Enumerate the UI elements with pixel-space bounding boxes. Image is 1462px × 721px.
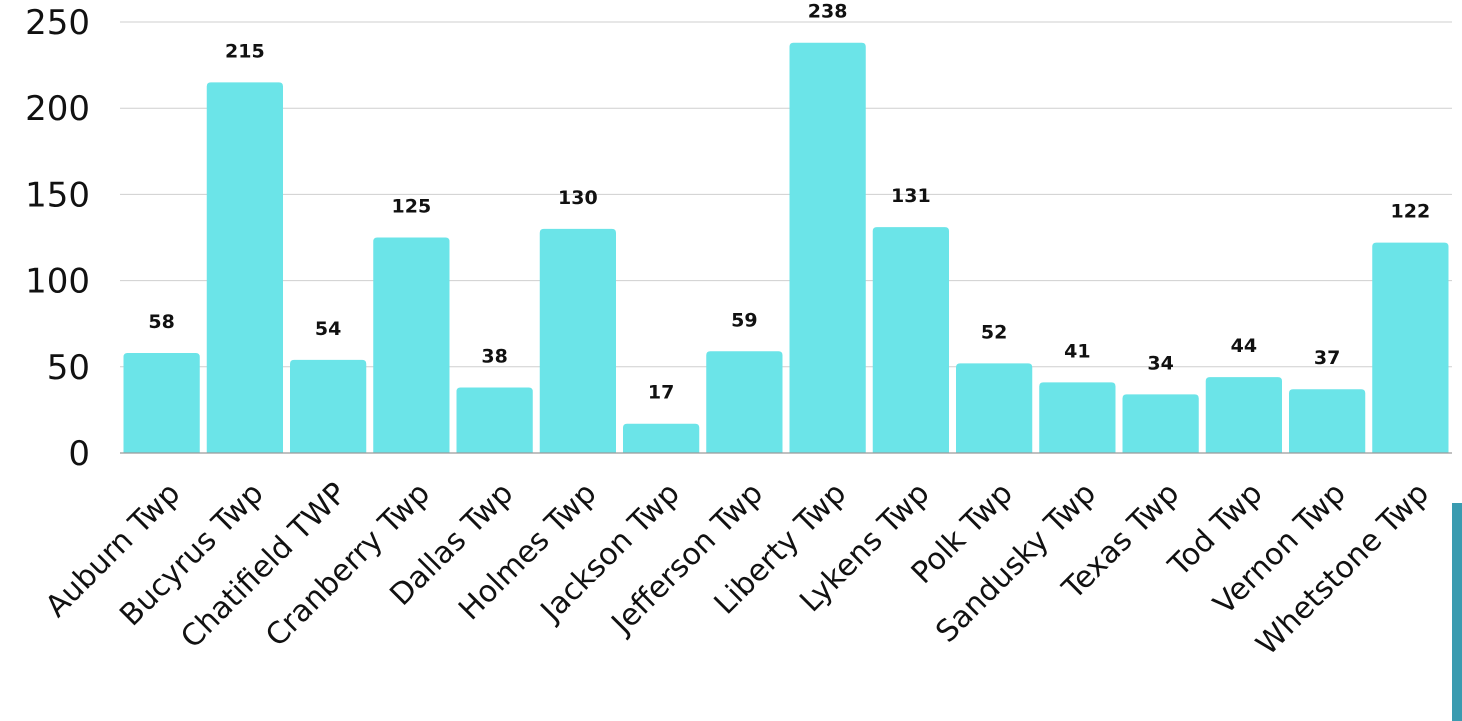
bar	[1039, 382, 1116, 453]
y-tick-label: 0	[68, 434, 90, 474]
y-tick-label: 50	[47, 348, 90, 388]
data-label: 215	[225, 40, 265, 62]
bar	[290, 359, 367, 453]
bar	[539, 228, 616, 453]
bar	[789, 42, 866, 454]
bar	[206, 82, 283, 453]
data-label: 130	[558, 187, 598, 209]
bar	[1372, 242, 1449, 453]
data-label: 38	[481, 345, 507, 367]
data-label: 58	[148, 311, 174, 333]
data-label: 59	[731, 309, 757, 331]
x-tick-label: Bucyrus Twp	[113, 476, 270, 633]
data-label: 52	[981, 321, 1007, 343]
bar	[456, 387, 533, 453]
data-label: 238	[808, 1, 848, 23]
bar	[1289, 389, 1366, 453]
accent-strip	[1452, 503, 1462, 721]
bar	[956, 363, 1033, 453]
bar	[872, 227, 949, 453]
data-label: 41	[1064, 340, 1090, 362]
bar	[1122, 394, 1199, 453]
bar	[123, 353, 200, 453]
data-label: 122	[1391, 201, 1431, 223]
bar	[623, 423, 700, 453]
y-axis: 0 50 100 150 200 250	[25, 3, 90, 474]
data-labels: 58 215 54 125 38 130 17 59 238 131 52 41 34 44 37 122	[148, 1, 1430, 404]
gridlines	[120, 21, 1452, 368]
data-label: 34	[1147, 352, 1173, 374]
bar	[706, 351, 783, 453]
y-tick-label: 150	[25, 175, 90, 215]
bar	[373, 237, 450, 453]
y-tick-label: 100	[25, 262, 90, 302]
data-label: 44	[1231, 335, 1257, 357]
data-label: 54	[315, 318, 341, 340]
bar	[1205, 377, 1282, 453]
data-label: 17	[648, 382, 674, 404]
y-tick-label: 200	[25, 89, 90, 129]
data-label: 125	[392, 196, 432, 218]
y-tick-label: 250	[25, 3, 90, 43]
bars	[123, 42, 1449, 454]
data-label: 37	[1314, 347, 1340, 369]
data-label: 131	[891, 185, 931, 207]
